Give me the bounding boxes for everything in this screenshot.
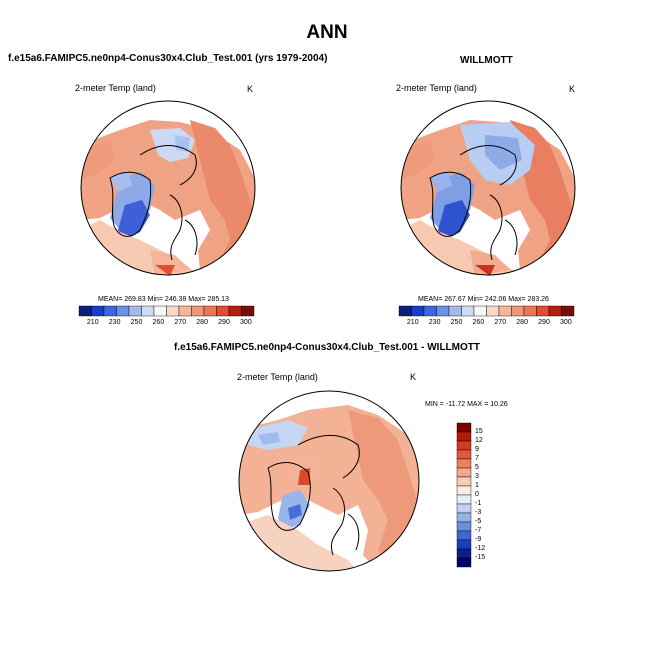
colorbar-tick-label: 15 (475, 428, 483, 435)
colorbar-tick-label: -9 (475, 536, 482, 543)
colorbar-swatch (456, 503, 472, 514)
colorbar-swatch (216, 305, 230, 317)
colorbar-swatch (456, 521, 472, 532)
colorbar-tick-label: 12 (475, 437, 483, 444)
colorbar-swatch (511, 305, 525, 317)
obs-units-label: K (569, 84, 576, 94)
colorbar-tick-label: 290 (218, 319, 230, 326)
colorbar-swatch (456, 476, 472, 487)
colorbar-swatch (473, 305, 487, 317)
colorbar-swatch (153, 305, 167, 317)
colorbar-swatch (228, 305, 242, 317)
diff-variable-label: 2-meter Temp (land) (237, 372, 318, 382)
obs-polar-map (400, 100, 576, 276)
colorbar-swatch (166, 305, 180, 317)
colorbar-tick-label: 270 (174, 319, 187, 326)
colorbar-tick-label: 260 (472, 319, 485, 326)
colorbar-swatch (436, 305, 450, 317)
colorbar-swatch (241, 305, 255, 317)
colorbar-swatch (423, 305, 437, 317)
colorbar-tick-label: 290 (538, 319, 550, 326)
colorbar-tick-label: 5 (475, 464, 479, 471)
diff-polar-map (238, 390, 420, 572)
figure-title: ANN (306, 22, 348, 43)
colorbar-swatch (456, 458, 472, 469)
model-panel-title: f.e15a6.FAMIPC5.ne0np4-Conus30x4.Club_Te… (8, 53, 328, 64)
colorbar-swatch (486, 305, 500, 317)
colorbar-tick-label: 270 (494, 319, 507, 326)
colorbar-swatch (456, 557, 472, 568)
colorbar-swatch (456, 548, 472, 559)
colorbar-tick-label: -15 (475, 554, 486, 561)
colorbar-swatch (536, 305, 550, 317)
colorbar-tick-label: -7 (475, 527, 482, 534)
colorbar-swatch (456, 494, 472, 505)
colorbar-swatch (456, 440, 472, 451)
colorbar-tick-label: -5 (475, 518, 482, 525)
colorbar-tick-label: 3 (475, 473, 479, 480)
colorbar-swatch (78, 305, 92, 317)
colorbar-swatch (456, 485, 472, 496)
colorbar-tick-label: -3 (475, 509, 482, 516)
diff-panel-title: f.e15a6.FAMIPC5.ne0np4-Conus30x4.Club_Te… (174, 342, 480, 353)
model-colorbar (78, 305, 255, 317)
colorbar-swatch (456, 422, 472, 433)
colorbar-swatch (398, 305, 412, 317)
colorbar-tick-label: 250 (130, 319, 143, 326)
colorbar-swatch (456, 530, 472, 541)
colorbar-swatch (548, 305, 562, 317)
colorbar-swatch (191, 305, 205, 317)
obs-stats: MEAN= 267.67 Min= 242.06 Max= 283.26 (418, 296, 549, 303)
colorbar-swatch (456, 467, 472, 478)
colorbar-tick-label: 230 (108, 319, 121, 326)
colorbar-swatch (178, 305, 192, 317)
obs-colorbar (398, 305, 575, 317)
colorbar-swatch (456, 539, 472, 550)
colorbar-swatch (456, 431, 472, 442)
colorbar-swatch (456, 449, 472, 460)
colorbar-swatch (561, 305, 575, 317)
diff-units-label: K (410, 372, 417, 382)
colorbar-swatch (141, 305, 155, 317)
obs-variable-label: 2-meter Temp (land) (396, 83, 477, 93)
colorbar-swatch (103, 305, 117, 317)
colorbar-tick-label: 0 (475, 491, 479, 498)
colorbar-tick-label: -12 (475, 545, 486, 552)
colorbar-tick-label: 280 (196, 319, 208, 326)
colorbar-swatch (448, 305, 462, 317)
diff-stats: MIN = -11.72 MAX = 10.26 (425, 401, 508, 408)
colorbar-tick-label: 210 (406, 319, 419, 326)
obs-panel-title: WILLMOTT (460, 55, 513, 66)
colorbar-tick-label: 250 (450, 319, 463, 326)
colorbar-tick-label: 260 (152, 319, 165, 326)
colorbar-tick-label: -1 (475, 500, 482, 507)
diff-colorbar (456, 422, 472, 568)
colorbar-tick-label: 300 (560, 319, 572, 326)
colorbar-tick-label: 280 (516, 319, 528, 326)
colorbar-swatch (116, 305, 130, 317)
model-stats: MEAN= 269.83 Min= 246.38 Max= 285.13 (98, 296, 229, 303)
colorbar-swatch (203, 305, 217, 317)
colorbar-tick-label: 230 (428, 319, 441, 326)
colorbar-swatch (456, 512, 472, 523)
model-variable-label: 2-meter Temp (land) (75, 83, 156, 93)
colorbar-tick-label: 9 (475, 446, 479, 453)
colorbar-swatch (411, 305, 425, 317)
colorbar-swatch (498, 305, 512, 317)
model-units-label: K (247, 84, 254, 94)
colorbar-swatch (461, 305, 475, 317)
colorbar-swatch (128, 305, 142, 317)
colorbar-tick-label: 210 (86, 319, 99, 326)
colorbar-tick-label: 1 (475, 482, 479, 489)
model-polar-map (80, 100, 256, 276)
colorbar-tick-label: 300 (240, 319, 252, 326)
colorbar-swatch (523, 305, 537, 317)
colorbar-tick-label: 7 (475, 455, 479, 462)
colorbar-swatch (91, 305, 105, 317)
